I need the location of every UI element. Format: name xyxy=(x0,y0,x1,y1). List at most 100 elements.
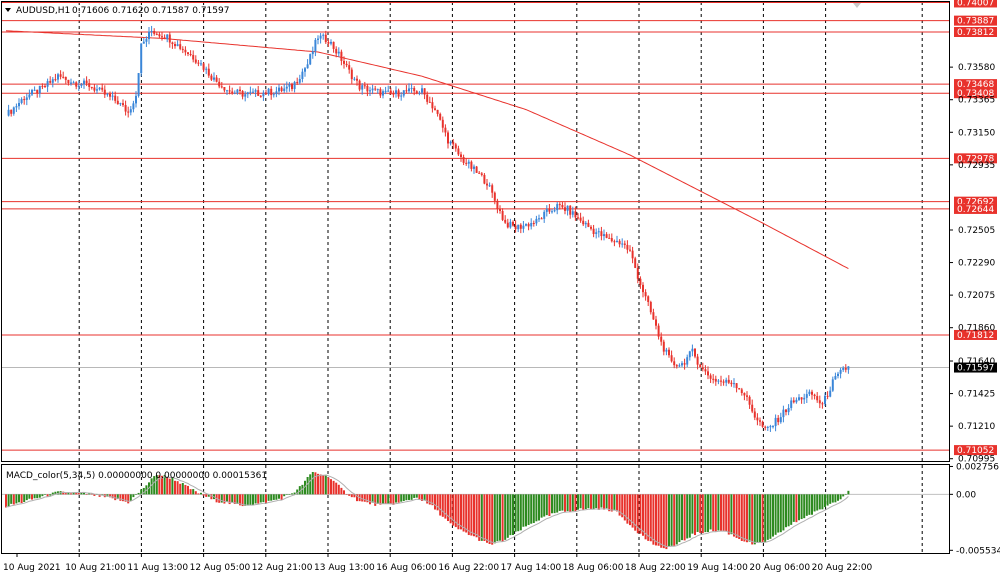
candle-body xyxy=(127,111,130,113)
price-label: 0.73150 xyxy=(958,128,995,138)
candle xyxy=(454,142,457,152)
candle xyxy=(220,82,223,89)
candle xyxy=(532,220,535,227)
candle-body xyxy=(678,365,681,367)
macd-bar xyxy=(200,492,202,495)
candle xyxy=(10,109,13,117)
candle-body xyxy=(324,34,327,43)
candle xyxy=(384,86,387,95)
candle-body xyxy=(725,379,728,383)
candle xyxy=(460,151,462,162)
scroll-marker-icon[interactable] xyxy=(853,3,861,8)
candle xyxy=(811,389,813,400)
candle-body xyxy=(748,396,751,405)
macd-bar xyxy=(670,494,673,546)
candle-body xyxy=(418,92,421,94)
candle xyxy=(38,85,41,98)
macd-bar xyxy=(335,482,338,495)
candle-body xyxy=(337,51,340,54)
macd-bar xyxy=(662,494,665,549)
candle xyxy=(62,71,65,79)
time-label: 13 Aug 13:00 xyxy=(314,563,375,573)
candle xyxy=(408,83,410,94)
macd-bar xyxy=(535,494,538,522)
candle xyxy=(395,86,397,98)
candle-body xyxy=(179,44,182,49)
candle xyxy=(730,380,733,387)
candle-body xyxy=(441,119,444,128)
candle-body xyxy=(150,30,153,32)
candle xyxy=(369,86,371,96)
macd-bar xyxy=(5,494,7,508)
candle xyxy=(727,375,730,385)
macd-bar xyxy=(564,494,566,512)
level-badge xyxy=(954,88,997,99)
candle-body xyxy=(262,92,265,97)
candle-body xyxy=(205,68,208,70)
macd-bar xyxy=(644,494,647,540)
candle xyxy=(509,218,512,229)
candle xyxy=(473,164,475,174)
macd-bar xyxy=(304,480,306,495)
macd-bar xyxy=(395,494,397,503)
candle-body xyxy=(777,417,780,423)
candle xyxy=(83,78,85,89)
macd-bar xyxy=(33,494,36,499)
candle-body xyxy=(259,95,262,97)
candle-body xyxy=(831,379,834,391)
macd-bar xyxy=(452,494,455,526)
macd-bar xyxy=(220,494,223,503)
macd-bar xyxy=(631,494,634,528)
macd-bar xyxy=(46,494,49,497)
macd-bar xyxy=(847,490,850,495)
candle xyxy=(704,365,707,375)
candle-body xyxy=(397,90,400,97)
candle xyxy=(558,202,561,210)
candle xyxy=(748,395,751,409)
candle-body xyxy=(7,109,10,116)
candle xyxy=(816,392,819,403)
candle xyxy=(798,394,800,402)
candle-body xyxy=(444,127,447,133)
candle-body xyxy=(132,103,135,110)
candle xyxy=(636,263,639,284)
candle-body xyxy=(309,54,312,65)
candle-body xyxy=(636,267,639,279)
macd-bar xyxy=(714,494,717,532)
candle xyxy=(28,89,31,100)
candle xyxy=(831,376,834,392)
macd-bar xyxy=(356,494,358,502)
candle xyxy=(179,40,182,51)
candle-body xyxy=(579,217,582,221)
candle-body xyxy=(83,80,85,85)
candle xyxy=(818,395,821,409)
macd-bar xyxy=(197,493,200,495)
time-label: 12 Aug 05:00 xyxy=(190,563,251,573)
macd-bar xyxy=(551,494,553,514)
candle xyxy=(543,210,546,223)
level-badge-text: 0.74007 xyxy=(957,0,994,8)
macd-bar xyxy=(470,494,473,536)
macd-bar xyxy=(189,489,192,495)
candle xyxy=(319,33,322,44)
macd-bar xyxy=(109,494,111,498)
chart-menu-triangle-icon[interactable] xyxy=(5,8,11,12)
macd-bar xyxy=(486,494,488,543)
macd-bar xyxy=(337,484,340,495)
macd-axis: 0.002756 0.00 -0.005534 xyxy=(949,462,1000,556)
candle-body xyxy=(49,81,52,83)
candle-body xyxy=(590,226,592,229)
macd-bar xyxy=(545,494,548,516)
price-panel[interactable] xyxy=(1,1,950,462)
candle-body xyxy=(790,400,793,408)
candle xyxy=(467,159,470,169)
macd-bar xyxy=(730,494,733,535)
candle xyxy=(202,62,205,73)
candle xyxy=(465,158,468,166)
macd-bar xyxy=(181,483,184,495)
candle xyxy=(756,413,759,426)
macd-bar xyxy=(382,494,384,504)
candle xyxy=(592,224,595,238)
